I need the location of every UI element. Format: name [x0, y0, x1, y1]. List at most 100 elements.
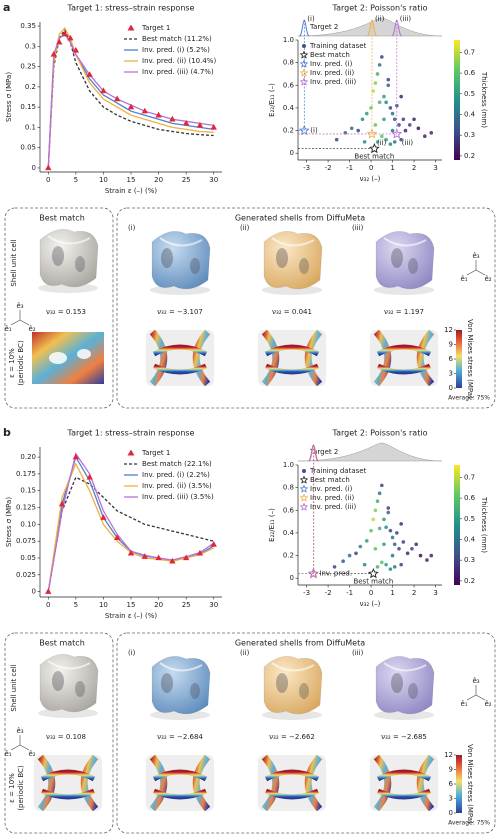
y-tick-label: 0: [32, 588, 36, 596]
x-tick-label: 30: [209, 601, 218, 609]
legend-label: Training dataset: [309, 467, 367, 475]
box-title: Generated shells from DiffuMeta: [235, 639, 365, 648]
shell-render: [374, 656, 435, 720]
colorbar-tick-label: 12: [444, 326, 453, 334]
legend-label: Inv. pred. (ii) (10.4%): [142, 57, 216, 65]
training-point: [429, 131, 434, 135]
y-axis-label: E₂₂/E₁₁ (–): [268, 83, 276, 117]
target-point: [210, 541, 217, 547]
target-point: [72, 453, 80, 460]
training-point: [407, 123, 412, 127]
training-point: [386, 77, 391, 82]
target-point: [210, 123, 217, 130]
y-tick-label: 0.1: [25, 123, 36, 131]
x-tick-label: 20: [154, 601, 163, 609]
legend-label: Best match (11.2%): [142, 35, 212, 43]
shell-body: [151, 231, 211, 290]
row-label: ε = 10%: [8, 348, 16, 378]
colorbar-tick-label: 0.5: [464, 515, 475, 523]
axis-arrow: [10, 319, 21, 326]
x-tick-label: 10: [99, 601, 108, 609]
target-point: [100, 514, 107, 520]
training-point: [356, 128, 360, 133]
point-label: Best match: [354, 153, 394, 161]
x-tick-label: 0: [46, 601, 50, 609]
training-point: [371, 517, 376, 522]
stress-hole: [49, 352, 67, 364]
training-point: [373, 123, 378, 127]
training-point: [380, 134, 384, 139]
x-tick-label: 15: [127, 601, 136, 609]
shell-body: [263, 656, 323, 715]
row-label: Shell unit cell: [10, 239, 18, 286]
star-marker: [391, 128, 403, 139]
axis-arrow: [475, 694, 486, 701]
axis-label: ê₁: [460, 700, 467, 708]
colorbar-tick-label: 0: [449, 809, 453, 817]
nu-label: ν₃₂ = 0.108: [46, 733, 86, 741]
x-tick-label: 5: [74, 601, 78, 609]
training-point: [384, 562, 388, 567]
y-tick-label: 0.15: [20, 487, 36, 495]
stress-hole: [77, 349, 91, 359]
colorbar-tick-label: 0.7: [464, 48, 475, 56]
chart-title: Target 1: stress–strain response: [67, 4, 195, 13]
shell-fold: [271, 237, 315, 247]
y-tick-label: 0.8: [283, 484, 294, 492]
stress-map: [258, 329, 326, 387]
stress-strut: [40, 769, 96, 782]
shell-fold: [159, 662, 203, 672]
training-point: [360, 117, 365, 122]
x-axis-label: Strain ε (–) (%): [105, 187, 158, 195]
training-point: [429, 553, 434, 558]
legend-symbol: [127, 449, 135, 456]
training-point: [390, 535, 395, 540]
training-point: [362, 562, 367, 567]
colorbar-tick-label: 0.3: [464, 131, 475, 139]
box: [116, 207, 496, 409]
y-tick-label: 0.175: [16, 470, 36, 478]
training-point: [399, 137, 403, 142]
row-label: (periodic BC): [17, 340, 25, 386]
target-point: [182, 554, 190, 561]
axis-label: ê₃: [472, 252, 479, 260]
x-axis-label: ν₃₂ (–): [360, 175, 381, 183]
stress-field: [32, 332, 104, 384]
panel-letter: a: [3, 1, 10, 14]
stress-strut: [264, 363, 320, 375]
nu-label: ν₃₂ = −2.685: [381, 733, 427, 741]
axis-label: ê₃: [472, 677, 479, 685]
training-point: [414, 542, 419, 547]
legend-symbol: [299, 493, 309, 502]
training-point: [386, 510, 391, 515]
row-label: (periodic BC): [17, 765, 25, 811]
nu-label: ν₃₂ = −3.107: [157, 308, 203, 316]
training-point: [332, 565, 337, 569]
x-tick-label: 25: [182, 176, 191, 184]
target-point: [56, 38, 63, 45]
training-point: [399, 562, 403, 567]
shell-fold: [271, 662, 315, 672]
target-point: [86, 473, 93, 480]
peak-label: (ii): [375, 15, 385, 23]
stress-strut: [152, 363, 208, 375]
target-point: [196, 121, 204, 128]
y-tick-label: 0.2: [283, 127, 294, 135]
shell-hole: [299, 258, 309, 274]
y-tick-label: 0.025: [16, 571, 36, 579]
x-tick-label: 10: [99, 176, 108, 184]
stress-map: [146, 754, 214, 812]
item-label: (iii): [352, 649, 364, 657]
shell-render: [262, 231, 323, 295]
training-point: [423, 134, 427, 139]
training-point: [349, 126, 354, 131]
shell-body: [39, 654, 99, 713]
x-tick-label: 2: [412, 589, 416, 597]
training-point: [382, 117, 386, 122]
training-point: [390, 111, 395, 116]
legend-symbol: [302, 469, 306, 473]
training-point: [377, 491, 382, 496]
y-tick-label: 0.2: [283, 552, 294, 560]
stress-strut: [192, 754, 211, 812]
chart-title: Target 2: Poisson's ratio: [332, 429, 428, 438]
